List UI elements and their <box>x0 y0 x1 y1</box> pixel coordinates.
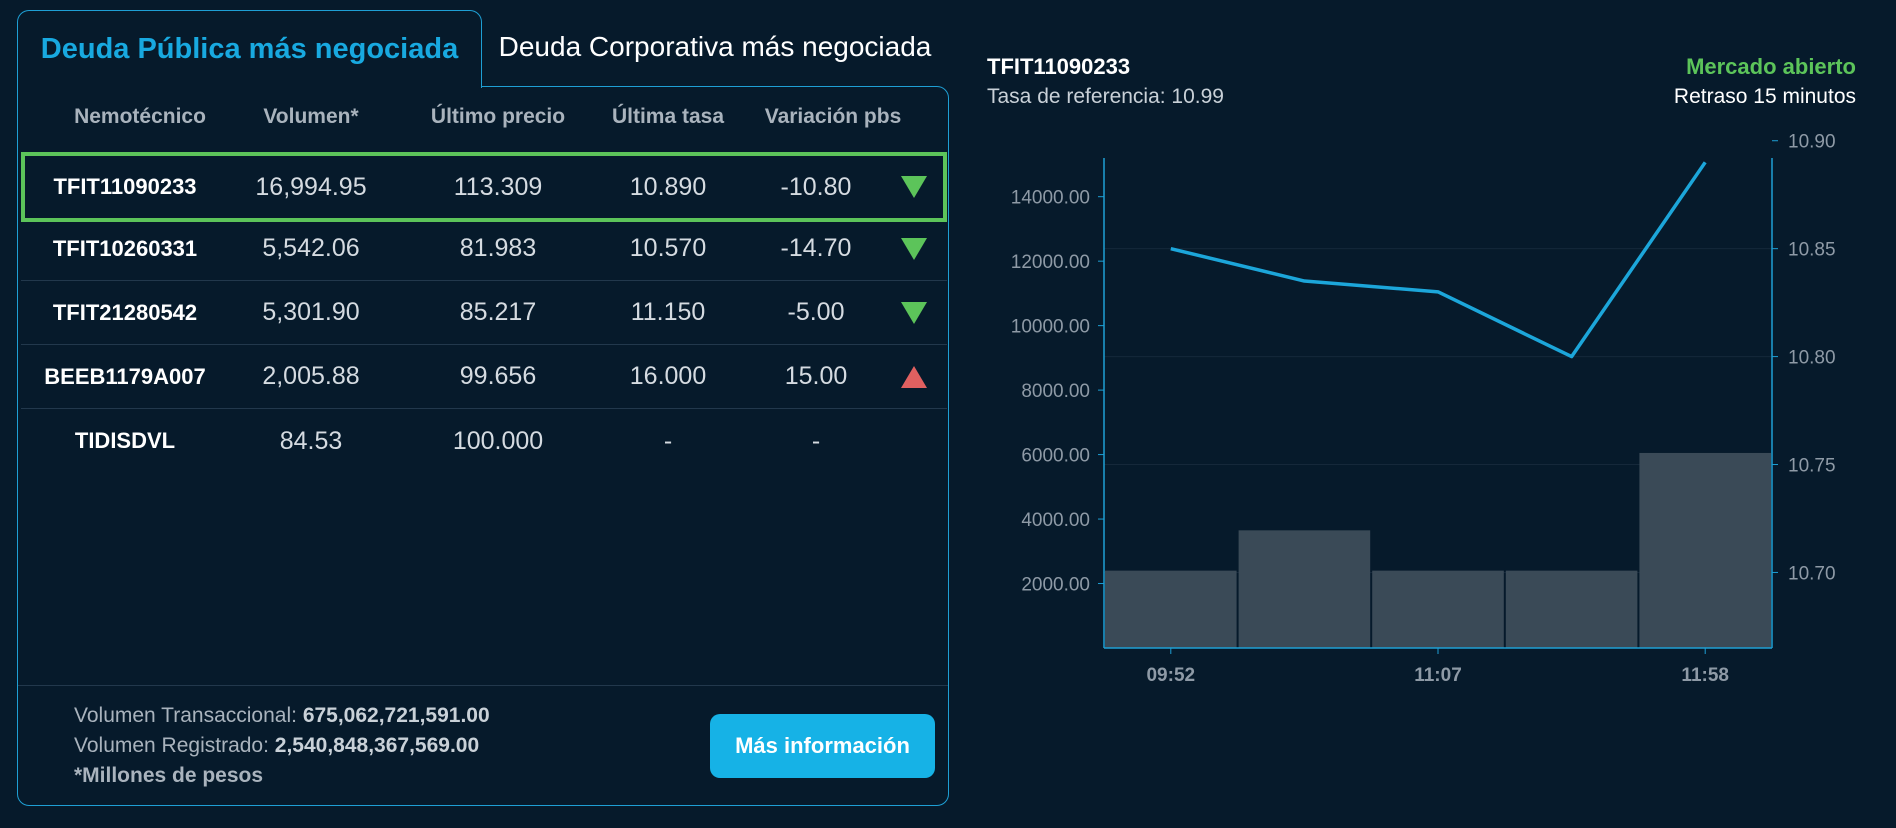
volumen-registrado: Volumen Registrado: 2,540,848,367,569.00 <box>74 734 479 758</box>
volumen-registrado-value: 2,540,848,367,569.00 <box>274 734 480 757</box>
chart-title: TFIT11090233 <box>987 54 1131 79</box>
y-right-tick-label: 10.75 <box>1788 456 1836 477</box>
tab-deuda-publica[interactable]: Deuda Pública más negociada <box>17 10 482 88</box>
x-tick-label: 09:52 <box>1146 665 1195 686</box>
header-ultima-tasa: Última tasa <box>611 105 725 128</box>
table-panel: Nemotécnico Volumen* Último precio Últim… <box>17 86 949 806</box>
volumen-transaccional-label: Volumen Transaccional: <box>74 704 297 727</box>
cell-tasa: 10.890 <box>629 172 707 201</box>
cell-variacion: - <box>811 426 821 455</box>
y-right-tick-label: 10.80 <box>1788 348 1836 369</box>
header-variacion: Variación pbs <box>764 105 902 128</box>
cell-nemotecnico: TFIT11090233 <box>53 174 197 199</box>
mas-informacion-button[interactable]: Más información <box>710 714 935 778</box>
x-tick-label: 11:07 <box>1414 665 1462 686</box>
y-left-tick-label: 10000.00 <box>1011 317 1090 338</box>
cell-variacion: 15.00 <box>784 362 848 390</box>
chart-subtitle: Tasa de referencia: 10.99 <box>987 85 1224 108</box>
market-status: Mercado abierto <box>1686 54 1856 79</box>
y-left-tick-label: 6000.00 <box>1021 446 1090 467</box>
header-volumen: Volumen* <box>263 105 359 128</box>
trend-up-icon <box>899 345 929 408</box>
footer-divider <box>18 685 948 686</box>
cell-tasa: 11.150 <box>630 298 706 326</box>
cell-volumen: 5,542.06 <box>262 234 360 262</box>
cell-variacion: -10.80 <box>780 172 852 201</box>
y-right-tick-label: 10.90 <box>1788 132 1836 153</box>
cell-volumen: 2,005.88 <box>262 362 360 390</box>
tab-deuda-corporativa[interactable]: Deuda Corporativa más negociada <box>498 31 932 62</box>
cell-nemotecnico: TFIT10260331 <box>52 235 198 261</box>
volume-bar <box>1238 530 1371 648</box>
cell-tasa: 16.000 <box>629 362 707 390</box>
volume-bar <box>1505 570 1638 648</box>
delay-notice: Retraso 15 minutos <box>1673 85 1856 108</box>
cell-tasa: - <box>663 426 673 455</box>
cell-volumen: 5,301.90 <box>262 298 360 326</box>
trend-down-icon <box>899 217 929 280</box>
y-left-tick-label: 14000.00 <box>1011 188 1090 209</box>
y-left-tick-label: 12000.00 <box>1011 252 1090 273</box>
header-ultimo-precio: Último precio <box>430 105 566 128</box>
y-left-tick-label: 2000.00 <box>1021 575 1090 596</box>
cell-precio: 99.656 <box>459 362 537 390</box>
cell-precio: 100.000 <box>452 426 544 455</box>
cell-precio: 85.217 <box>459 298 537 326</box>
cell-variacion: -5.00 <box>787 298 845 326</box>
volumen-transaccional-value: 675,062,721,591.00 <box>302 704 490 727</box>
table-row[interactable]: TIDISDVL 84.53 100.000 - - <box>21 409 947 473</box>
tasa-line <box>1170 161 1707 359</box>
x-tick-label: 11:58 <box>1681 665 1729 686</box>
footnote: *Millones de pesos <box>74 764 264 787</box>
table-row[interactable]: BEEB1179A007 2,005.88 99.656 16.000 15.00 <box>21 345 947 409</box>
table-row[interactable]: TFIT11090233 16,994.95 113.309 10.890 -10.80 <box>21 152 947 222</box>
cell-nemotecnico: BEEB1179A007 <box>44 363 206 389</box>
table-row[interactable]: TFIT21280542 5,301.90 85.217 11.150 -5.00 <box>21 281 947 345</box>
cell-precio: 81.983 <box>459 234 537 262</box>
volumen-transaccional: Volumen Transaccional: 675,062,721,591.0… <box>74 704 490 728</box>
trend-down-icon <box>899 156 929 218</box>
table-row[interactable]: TFIT10260331 5,542.06 81.983 10.570 -14.70 <box>21 217 947 281</box>
table-header: Nemotécnico Volumen* Último precio Últim… <box>18 105 948 135</box>
cell-precio: 113.309 <box>453 172 543 201</box>
volume-bar <box>1105 570 1237 648</box>
cell-nemotecnico: TIDISDVL <box>74 428 176 453</box>
y-right-tick-label: 10.70 <box>1788 563 1836 584</box>
y-right-tick-label: 10.85 <box>1788 240 1836 261</box>
header-nemotecnico: Nemotécnico <box>74 105 206 128</box>
cell-volumen: 84.53 <box>279 426 343 455</box>
tab-deuda-publica-label: Deuda Pública más negociada <box>40 33 459 65</box>
trend-down-icon <box>899 281 929 344</box>
cell-volumen: 16,994.95 <box>255 172 367 201</box>
cell-variacion: -14.70 <box>780 234 852 262</box>
y-left-tick-label: 4000.00 <box>1021 510 1090 531</box>
volume-bar <box>1372 570 1504 648</box>
y-left-tick-label: 8000.00 <box>1021 381 1090 402</box>
cell-nemotecnico: TFIT21280542 <box>52 299 198 325</box>
tab-connector <box>18 84 481 89</box>
volume-bar <box>1639 452 1771 648</box>
volumen-registrado-label: Volumen Registrado: <box>74 734 269 757</box>
cell-tasa: 10.570 <box>629 234 707 262</box>
